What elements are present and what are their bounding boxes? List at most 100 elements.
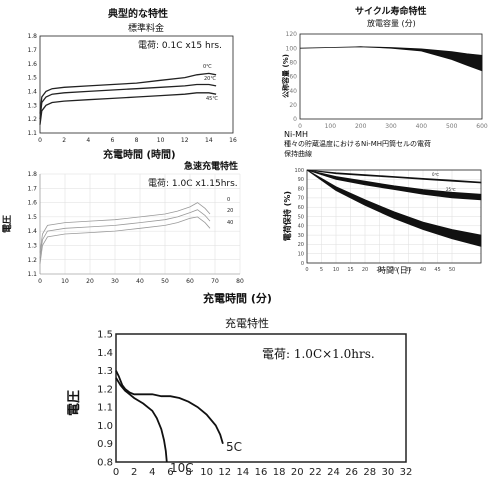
x-tick-label: 28 <box>363 467 376 478</box>
x-tick-label: 100 <box>325 123 337 130</box>
series-label: 20 <box>227 208 233 214</box>
y-tick-label: 1.5 <box>27 75 37 82</box>
y-tick-label: 1.4 <box>97 348 113 359</box>
y-tick-label: 1.4 <box>27 228 37 235</box>
x-tick-label: 12 <box>218 467 231 478</box>
x-tick-label: 80 <box>236 278 244 285</box>
x-tick-label: 20 <box>291 467 304 478</box>
y-tick-label: 40 <box>298 224 304 230</box>
plot-frame <box>39 35 234 134</box>
y-axis-label: 電荷保持 (%) <box>282 191 292 241</box>
y-tick-label: 20 <box>289 102 297 109</box>
x-tick-label: 20 <box>86 278 94 285</box>
x-tick-label: 24 <box>327 467 340 478</box>
chart3-annotation: 電荷: 1.0C x1.15hrs. <box>148 179 238 189</box>
x-tick-label: 10 <box>157 137 165 144</box>
y-tick-label: 30 <box>298 233 304 239</box>
x-tick-label: 2 <box>131 467 137 478</box>
y-tick-label: 1.3 <box>27 243 37 250</box>
plot-frame <box>299 33 483 120</box>
series-label: 40 <box>227 220 233 226</box>
y-tick-label: 1.4 <box>27 89 37 96</box>
band-series-25 <box>306 169 482 201</box>
x-tick-label: 300 <box>385 123 397 130</box>
x-tick-label: 40 <box>136 278 144 285</box>
y-tick-label: 0 <box>301 261 304 267</box>
x-tick-label: 35 <box>405 267 411 273</box>
x-tick-label: 0 <box>305 267 308 273</box>
line-series-0 <box>39 202 211 253</box>
y-axis-label: 公称容量 (%) <box>281 54 290 98</box>
x-tick-label: 2 <box>62 137 66 144</box>
y-tick-label: 1.2 <box>27 257 37 264</box>
series-label: 45℃ <box>396 230 406 235</box>
y-tick-label: 0.8 <box>97 458 113 469</box>
y-tick-label: 1.2 <box>27 116 37 123</box>
chart1-title: 典型的な特性 <box>108 9 168 20</box>
x-tick-label: 0 <box>298 123 302 130</box>
y-tick-label: 1.2 <box>97 384 113 395</box>
x-tick-label: 18 <box>273 467 286 478</box>
x-tick-label: 600 <box>476 123 488 130</box>
chart1-annotation: 電荷: 0.1C x15 hrs. <box>138 41 222 51</box>
x-tick-label: 10 <box>61 278 69 285</box>
y-axis-label: 電圧 <box>2 215 13 233</box>
y-tick-label: 60 <box>298 205 304 211</box>
y-tick-label: 1.8 <box>27 33 37 40</box>
y-tick-label: 1.3 <box>27 102 37 109</box>
line-series-40 <box>39 216 211 265</box>
chart5-annotation: 電荷: 1.0C×1.0hrs. <box>262 347 375 361</box>
y-tick-label: 70 <box>298 196 304 202</box>
series-label: 0℃ <box>432 172 440 177</box>
chart1-xlabel: 充電時間 (時間) <box>103 150 176 161</box>
y-tick-label: 90 <box>298 177 304 183</box>
y-tick-label: 1.0 <box>97 421 113 432</box>
line-series-20 <box>39 209 211 259</box>
y-tick-label: 60 <box>289 74 297 81</box>
x-tick-label: 200 <box>355 123 367 130</box>
y-tick-label: 1.5 <box>97 330 113 341</box>
x-tick-label: 16 <box>229 137 237 144</box>
chart3-title: 急速充電特性 <box>184 162 239 172</box>
y-tick-label: 1.1 <box>27 271 37 278</box>
x-tick-label: 25 <box>376 267 382 273</box>
chart4-subtitle: 種々の貯蔵温度におけるNi-MH円筒セルの電荷 <box>284 140 432 148</box>
line-series-5C <box>115 370 224 444</box>
chart5-caption: 充電時間 (分) <box>203 292 272 305</box>
y-tick-label: 0 <box>293 116 297 123</box>
x-tick-label: 10 <box>333 267 339 273</box>
y-tick-label: 0.9 <box>97 439 113 450</box>
x-tick-label: 12 <box>181 137 189 144</box>
y-tick-label: 100 <box>294 168 304 174</box>
line-series-0 <box>39 72 217 114</box>
x-tick-label: 20 <box>362 267 368 273</box>
chart5-title: 充電特性 <box>225 317 269 330</box>
x-tick-label: 16 <box>255 467 268 478</box>
x-tick-label: 4 <box>149 467 155 478</box>
y-tick-label: 10 <box>298 251 304 257</box>
x-tick-label: 4 <box>86 137 90 144</box>
x-tick-label: 60 <box>186 278 194 285</box>
series-label: 10C <box>170 461 194 475</box>
series-label: 0℃ <box>203 64 212 70</box>
chart2-title: サイクル寿命特性 <box>355 7 427 17</box>
chart4-subtitle2: 保持曲線 <box>284 150 312 158</box>
x-tick-label: 5 <box>320 267 323 273</box>
chart4-title: Ni-MH <box>284 130 309 139</box>
y-tick-label: 1.6 <box>27 200 37 207</box>
x-tick-label: 0 <box>38 137 42 144</box>
line-series-20 <box>39 83 217 120</box>
x-tick-label: 500 <box>446 123 458 130</box>
x-tick-label: 8 <box>135 137 139 144</box>
band-series-0 <box>306 169 482 184</box>
x-tick-label: 6 <box>167 467 173 478</box>
y-tick-label: 50 <box>298 214 304 220</box>
x-tick-label: 70 <box>211 278 219 285</box>
y-tick-label: 100 <box>286 45 298 52</box>
y-tick-label: 80 <box>298 186 304 192</box>
x-tick-label: 45 <box>434 267 440 273</box>
y-tick-label: 1.3 <box>97 366 113 377</box>
